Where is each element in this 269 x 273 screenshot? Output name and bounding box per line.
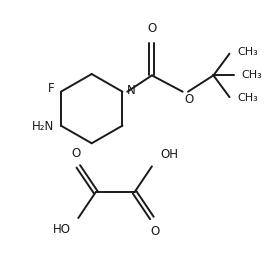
- Text: N: N: [127, 84, 136, 97]
- Text: O: O: [150, 225, 159, 238]
- Text: O: O: [71, 147, 80, 160]
- Text: H₂N: H₂N: [32, 120, 54, 133]
- Text: O: O: [147, 22, 157, 35]
- Text: O: O: [184, 93, 193, 106]
- Text: OH: OH: [160, 148, 178, 161]
- Text: HO: HO: [53, 223, 71, 236]
- Text: CH₃: CH₃: [238, 47, 258, 57]
- Text: CH₃: CH₃: [242, 70, 262, 80]
- Text: F: F: [48, 82, 54, 96]
- Text: CH₃: CH₃: [238, 93, 258, 103]
